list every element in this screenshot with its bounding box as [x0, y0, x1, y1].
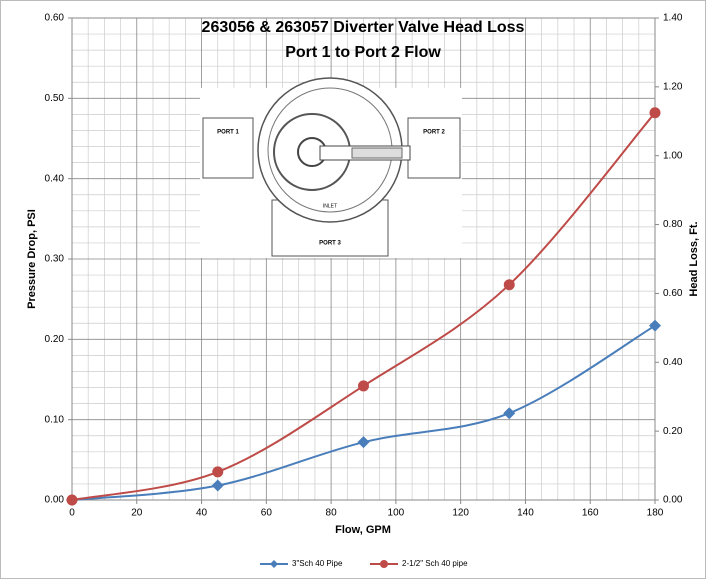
- x-tick-label: 80: [326, 508, 338, 519]
- inlet-label: INLET: [323, 203, 337, 209]
- y2-tick-label: 0.40: [663, 357, 683, 368]
- point: [212, 466, 223, 477]
- x-axis-label: Flow, GPM: [335, 524, 391, 536]
- port-label: PORT 2: [423, 130, 445, 136]
- y2-tick-label: 0.60: [663, 288, 683, 299]
- x-tick-label: 180: [647, 508, 664, 519]
- x-tick-label: 20: [131, 508, 143, 519]
- y-tick-label: 0.50: [45, 93, 65, 104]
- port-label: PORT 3: [319, 241, 341, 247]
- y2-tick-label: 0.00: [663, 495, 683, 506]
- port-label: PORT 1: [217, 130, 239, 136]
- point: [650, 107, 661, 118]
- y-axis-label: Pressure Drop, PSI: [26, 209, 38, 309]
- x-tick-label: 140: [517, 508, 534, 519]
- y2-tick-label: 0.80: [663, 219, 683, 230]
- chart-title: 263056 & 263057 Diverter Valve Head Loss: [202, 19, 525, 36]
- y2-axis-label: Head Loss, Ft.: [688, 221, 700, 296]
- chart-subtitle: Port 1 to Port 2 Flow: [285, 44, 441, 61]
- valve-image: PORT 1 PORT 2 PORT 3 INLET: [200, 78, 462, 258]
- x-tick-label: 100: [388, 508, 405, 519]
- chart: PORT 1 PORT 2 PORT 3 INLET 0 20 40 60 80 100 1…: [0, 0, 706, 579]
- point: [358, 380, 369, 391]
- x-tick-label: 60: [261, 508, 273, 519]
- y2-tick-label: 0.20: [663, 426, 683, 437]
- legend-marker: [380, 560, 388, 568]
- x-tick-label: 40: [196, 508, 208, 519]
- x-tick-label: 160: [582, 508, 599, 519]
- point: [67, 495, 78, 506]
- point: [504, 279, 515, 290]
- y-tick-label: 0.30: [45, 254, 65, 265]
- y-tick-label: 0.20: [45, 334, 65, 345]
- y2-tick-label: 1.20: [663, 81, 683, 92]
- legend-label: 2-1/2" Sch 40 pipe: [402, 559, 468, 568]
- y-tick-label: 0.00: [45, 495, 65, 506]
- x-tick-label: 120: [452, 508, 469, 519]
- legend-label: 3"Sch 40 Pipe: [292, 559, 343, 568]
- y-tick-label: 0.60: [45, 13, 65, 24]
- y2-tick-label: 1.00: [663, 150, 683, 161]
- y2-tick-label: 1.40: [663, 13, 683, 24]
- x-tick-label: 0: [69, 508, 75, 519]
- y-tick-label: 0.40: [45, 173, 65, 184]
- y-tick-label: 0.10: [45, 414, 65, 425]
